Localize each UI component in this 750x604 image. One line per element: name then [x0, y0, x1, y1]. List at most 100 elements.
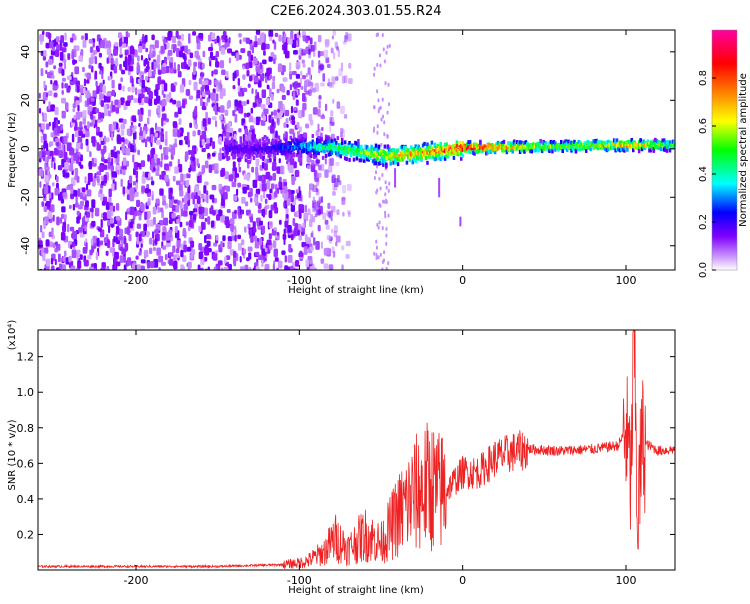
spectrogram-cell	[323, 263, 329, 269]
spectrogram-ridge-cell	[526, 142, 529, 147]
spectrogram-cell	[348, 62, 352, 69]
spectrogram-cell	[168, 219, 173, 224]
spectrogram-cell	[123, 256, 126, 263]
spectrogram-cell	[108, 76, 112, 81]
spectrogram-cell	[309, 119, 314, 126]
spectrogram-cell	[101, 150, 104, 160]
spectrogram-cell	[309, 259, 313, 265]
spectrogram-ridge-cell	[539, 138, 542, 143]
spectrogram-cell	[113, 65, 117, 74]
spectrogram-ridge-cell	[315, 150, 319, 155]
spectrogram-cell	[187, 184, 191, 194]
spectrogram-ridge-cell	[640, 147, 644, 152]
spectrogram-cell	[172, 204, 176, 212]
spectrogram-cell	[83, 125, 87, 130]
spectrogram-cell	[387, 213, 390, 218]
spectrogram-cell	[185, 173, 191, 179]
spectrogram-cell	[150, 127, 154, 137]
spectrogram-cell	[270, 51, 275, 58]
spectrogram-ridge-cell	[329, 152, 332, 157]
spectrogram-ridge-cell	[355, 153, 359, 158]
spectrogram-ridge-cell	[364, 150, 367, 155]
spectrogram-cell	[296, 82, 301, 88]
spectrogram-cell	[135, 170, 139, 179]
spectrogram-cell	[211, 32, 216, 40]
spectrogram-cell	[243, 248, 247, 255]
spectrogram-cell	[312, 107, 318, 115]
spectrogram-cell	[74, 66, 80, 75]
spectrogram-cell	[108, 225, 111, 234]
spectrogram-ridge-cell	[248, 150, 251, 155]
spectrogram-ridge-cell	[417, 144, 420, 149]
spectrogram-cell	[169, 67, 175, 74]
spectrogram-cell	[52, 39, 57, 47]
spectrogram-cell	[322, 212, 327, 220]
spectrogram-cell	[278, 34, 282, 42]
spectrogram-cell	[287, 225, 292, 233]
spectrogram-cell	[70, 37, 74, 43]
spectrogram-cell	[38, 92, 41, 99]
spectrogram-cell	[115, 202, 120, 211]
spectrogram-cell	[84, 176, 87, 184]
spectrogram-cell	[214, 120, 218, 128]
spectrogram-ridge-cell	[379, 161, 382, 166]
spectrogram-ridge-cell	[385, 151, 388, 156]
spectrogram-cell	[124, 242, 128, 252]
spectrogram-cell	[46, 258, 50, 267]
spectrogram-ridge-cell	[562, 140, 566, 145]
spectrogram-cell	[224, 109, 229, 117]
spectrogram-ridge-cell	[383, 150, 387, 155]
spectrogram-cell	[290, 116, 296, 121]
spectrogram-cell	[171, 212, 176, 219]
spectrogram-cell	[281, 94, 286, 100]
spectrogram-ridge-cell	[404, 145, 407, 150]
spectrogram-cell	[201, 62, 205, 69]
spectrogram-ridge-cell	[401, 157, 404, 162]
spectrogram-cell	[96, 175, 100, 183]
spectrogram-ridge-cell	[499, 141, 503, 146]
spectrogram-ridge-cell	[639, 142, 642, 147]
spectrogram-cell	[129, 46, 135, 55]
spectrogram-cell	[135, 178, 139, 183]
spectrogram-ridge-cell	[490, 147, 494, 152]
spectrogram-cell	[113, 145, 117, 151]
spectrogram-ridge-cell	[615, 147, 619, 152]
spectrogram-cell	[165, 231, 171, 241]
spectrogram-cell	[140, 265, 145, 270]
spectrogram-cell	[381, 173, 384, 178]
spectrogram-ridge-cell	[277, 140, 281, 145]
spectrogram-ridge-cell	[288, 149, 291, 154]
spectrogram-ridge-cell	[274, 140, 278, 145]
spectrogram-cell	[120, 123, 126, 130]
spectrogram-ridge-cell	[558, 145, 562, 150]
spectrogram-ridge-cell	[524, 140, 528, 145]
spectrogram-ridge-cell	[532, 142, 535, 147]
spectrogram-ridge-cell	[229, 146, 232, 151]
spectrogram-ridge-cell	[374, 153, 378, 158]
spectrogram-ridge-cell	[482, 146, 485, 151]
spectrogram-cell	[239, 39, 242, 44]
spectrogram-cell	[215, 266, 219, 270]
spectrogram-ridge-cell	[290, 146, 294, 151]
spectrogram-ridge-cell	[345, 157, 348, 162]
spectrogram-cell	[78, 55, 83, 62]
spectrogram-ridge-cell	[382, 162, 385, 167]
spectrogram-cell	[144, 34, 148, 43]
spectrogram-cell	[173, 143, 178, 148]
spectrogram-cell	[45, 149, 50, 156]
spectrogram-cell	[244, 135, 250, 142]
spectrogram-cell	[384, 180, 387, 185]
spectrogram-ridge-cell	[233, 145, 237, 150]
spectrogram-cell	[227, 48, 233, 54]
y-tick-label: 20	[19, 93, 32, 107]
spectrogram-cell	[105, 137, 110, 143]
spectrogram-cell	[290, 203, 295, 212]
spectrogram-cell	[76, 254, 79, 261]
spectrogram-cell	[242, 87, 248, 92]
spectrogram-cell	[340, 62, 344, 72]
spectrogram-ridge-cell	[355, 148, 359, 153]
spectrogram-cell	[309, 183, 313, 190]
spectrogram-cell	[197, 264, 201, 270]
spectrogram-cell	[378, 202, 381, 207]
spectrogram-cell	[108, 152, 111, 158]
